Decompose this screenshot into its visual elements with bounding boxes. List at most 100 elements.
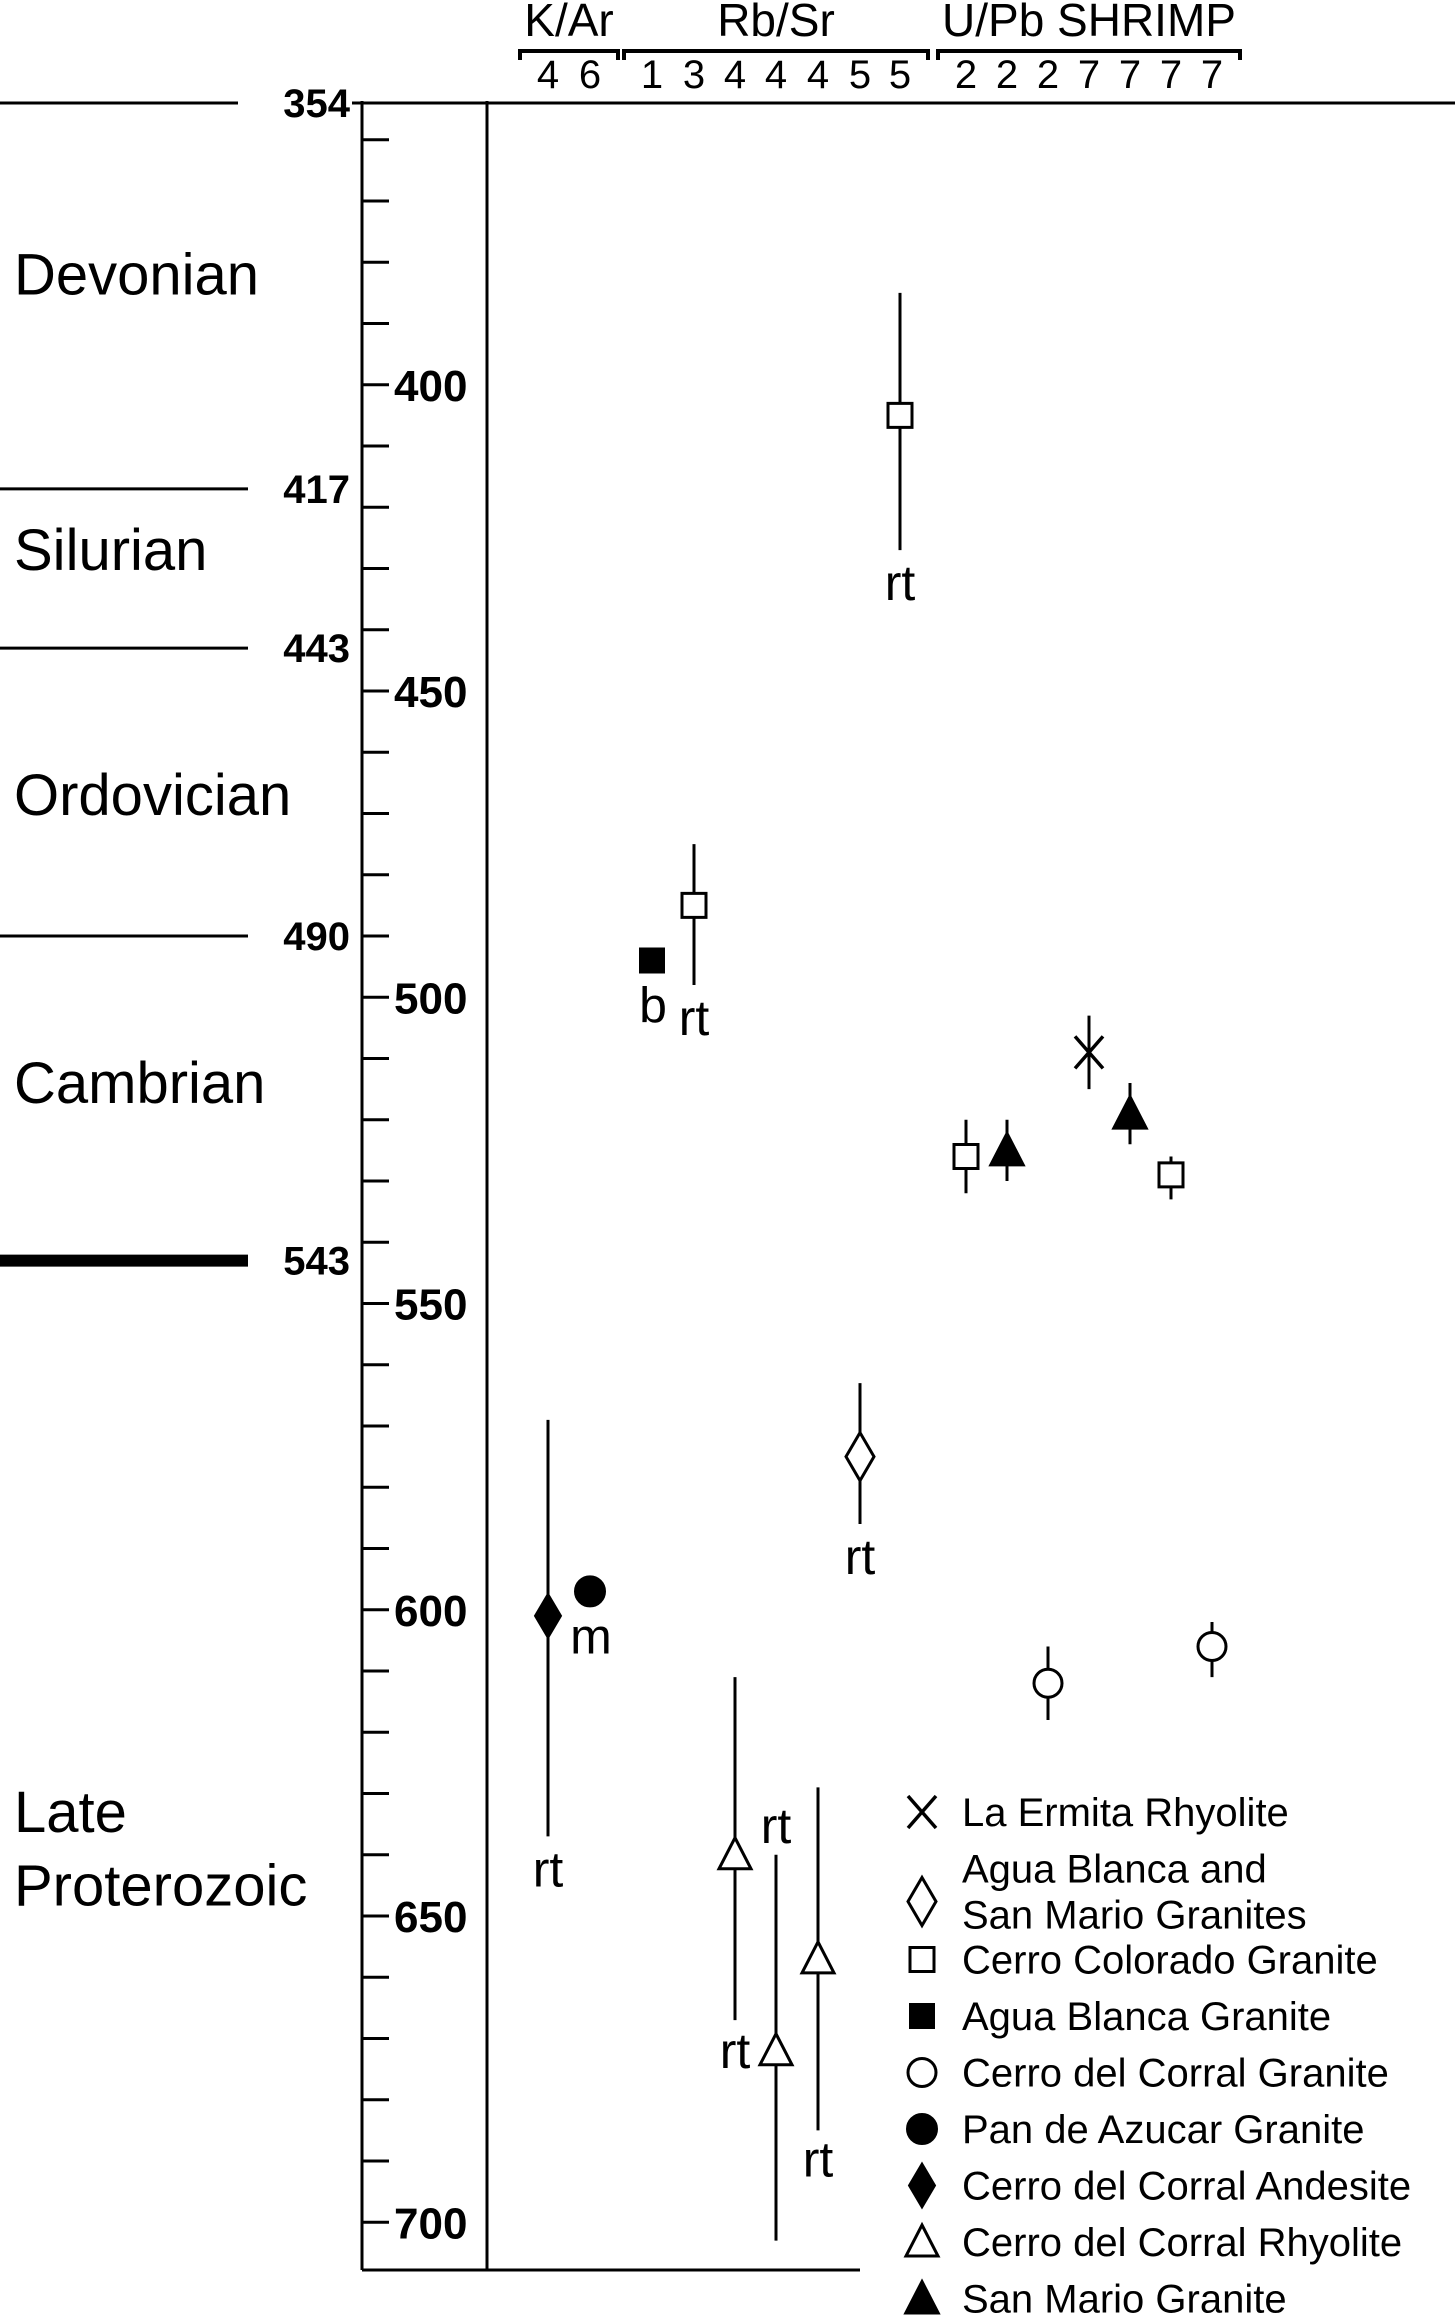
data-point: [988, 1119, 1026, 1181]
boundary-label: 354: [283, 82, 350, 126]
data-point: [1196, 1622, 1228, 1678]
point-marker: [886, 401, 914, 429]
point-label: rt: [533, 1841, 564, 1897]
legend-label: Pan de Azucar Granite: [962, 2108, 1364, 2152]
method-label: Rb/Sr: [717, 0, 835, 46]
reference-number: 5: [889, 53, 911, 97]
legend-label: Cerro del Corral Granite: [962, 2052, 1389, 2096]
data-point: [1111, 1083, 1149, 1145]
reference-number: 2: [996, 53, 1018, 97]
x-stroke: [1073, 1035, 1105, 1070]
boundary-label: 417: [283, 468, 350, 512]
period-label: Ordovician: [14, 763, 291, 828]
legend-entry: Cerro del Corral Andesite: [907, 2161, 1411, 2210]
point-marker: [533, 1591, 563, 1640]
legend-marker: [903, 2221, 941, 2258]
data-point: rt: [799, 1787, 837, 2187]
point-marker: [574, 1575, 606, 1608]
legend-marker: [906, 2057, 938, 2088]
point-marker: [799, 1938, 837, 1975]
reference-number: 6: [579, 53, 601, 97]
data-point: [1073, 1015, 1105, 1090]
data-point: rt: [844, 1383, 876, 1585]
point-label: rt: [845, 1529, 876, 1585]
period-boundaries: 354 417 443 490 543: [0, 82, 1455, 1284]
period-label: Cambrian: [14, 1051, 265, 1116]
legend-label: San Mario Granites: [962, 1894, 1307, 1938]
point-marker: [844, 1429, 876, 1484]
reference-number: 7: [1160, 53, 1182, 97]
data-point: rt: [533, 1419, 564, 1897]
legend-marker: [906, 1874, 938, 1929]
data-point: rt: [716, 1677, 754, 2079]
reference-number: 7: [1119, 53, 1141, 97]
tick-label: 450: [394, 668, 467, 717]
legend-entry: Cerro del Corral Granite: [906, 2052, 1389, 2096]
data-point: rt: [757, 1798, 795, 2241]
data-point: b: [639, 947, 667, 1034]
point-marker: [1196, 1631, 1228, 1662]
data-point: [1032, 1646, 1064, 1720]
tick-label: 700: [394, 2199, 467, 2248]
point-label: rt: [885, 555, 916, 611]
reference-number: 4: [765, 53, 787, 97]
period-label: Silurian: [14, 518, 207, 583]
age-axis: 400 450 500 550 600 650 700: [360, 101, 860, 2272]
point-label: rt: [803, 2131, 834, 2187]
boundary-label: 443: [283, 627, 350, 671]
tick-label: 550: [394, 1281, 467, 1330]
legend-marker: [908, 1946, 936, 1973]
method-bracket: [518, 49, 620, 60]
point-label: rt: [679, 990, 710, 1046]
tick-label: 650: [394, 1893, 467, 1942]
legend-marker: [907, 2161, 937, 2210]
legend-marker: [909, 2003, 935, 2029]
reference-number: 5: [849, 53, 871, 97]
data-point: [1157, 1156, 1185, 1200]
point-label: b: [639, 978, 667, 1034]
reference-number: 3: [683, 53, 705, 97]
point-marker: [1032, 1667, 1064, 1699]
legend-entry: Cerro Colorado Granite: [908, 1939, 1378, 1983]
point-label: rt: [761, 1798, 792, 1854]
point-label: rt: [720, 2023, 751, 2079]
tick-label: 400: [394, 362, 467, 411]
point-marker: [988, 1130, 1026, 1167]
reference-number: 4: [724, 53, 746, 97]
reference-number: 2: [955, 53, 977, 97]
point-marker: [1157, 1161, 1185, 1189]
point-marker: [952, 1143, 980, 1170]
reference-number: 1: [641, 53, 663, 97]
legend-label: La Ermita Rhyolite: [962, 1791, 1289, 1835]
x-stroke: [906, 1794, 938, 1830]
point-label: m: [570, 1608, 612, 1664]
legend-label: Cerro Colorado Granite: [962, 1939, 1378, 1983]
boundary-label: 543: [283, 1240, 350, 1284]
period-label: Proterozoic: [14, 1853, 307, 1918]
data-point: rt: [885, 292, 916, 611]
reference-number: 7: [1201, 53, 1223, 97]
legend-marker: [903, 2278, 941, 2315]
method-label: U/Pb SHRIMP: [942, 0, 1236, 46]
legend-marker: [906, 1794, 938, 1830]
period-label: Devonian: [14, 243, 259, 308]
method-bracket: [622, 49, 930, 60]
point-marker: [1073, 1035, 1105, 1070]
point-marker: [639, 947, 665, 974]
data-point: [952, 1119, 980, 1194]
tick-label: 500: [394, 974, 467, 1023]
legend-entry: La Ermita Rhyolite: [906, 1791, 1289, 1835]
reference-number: 4: [807, 53, 829, 97]
legend-entry: Agua Blanca Granite: [909, 1995, 1331, 2039]
period-labels: Devonian Silurian Ordovician Cambrian Late Pr…: [14, 243, 307, 1919]
legend-entry: Cerro del Corral Rhyolite: [903, 2221, 1402, 2265]
legend-label: Cerro del Corral Andesite: [962, 2165, 1411, 2209]
point-marker: [1111, 1093, 1149, 1130]
legend-entry: San Mario Granite: [903, 2278, 1287, 2322]
legend-entry: Pan de Azucar Granite: [906, 2108, 1364, 2152]
